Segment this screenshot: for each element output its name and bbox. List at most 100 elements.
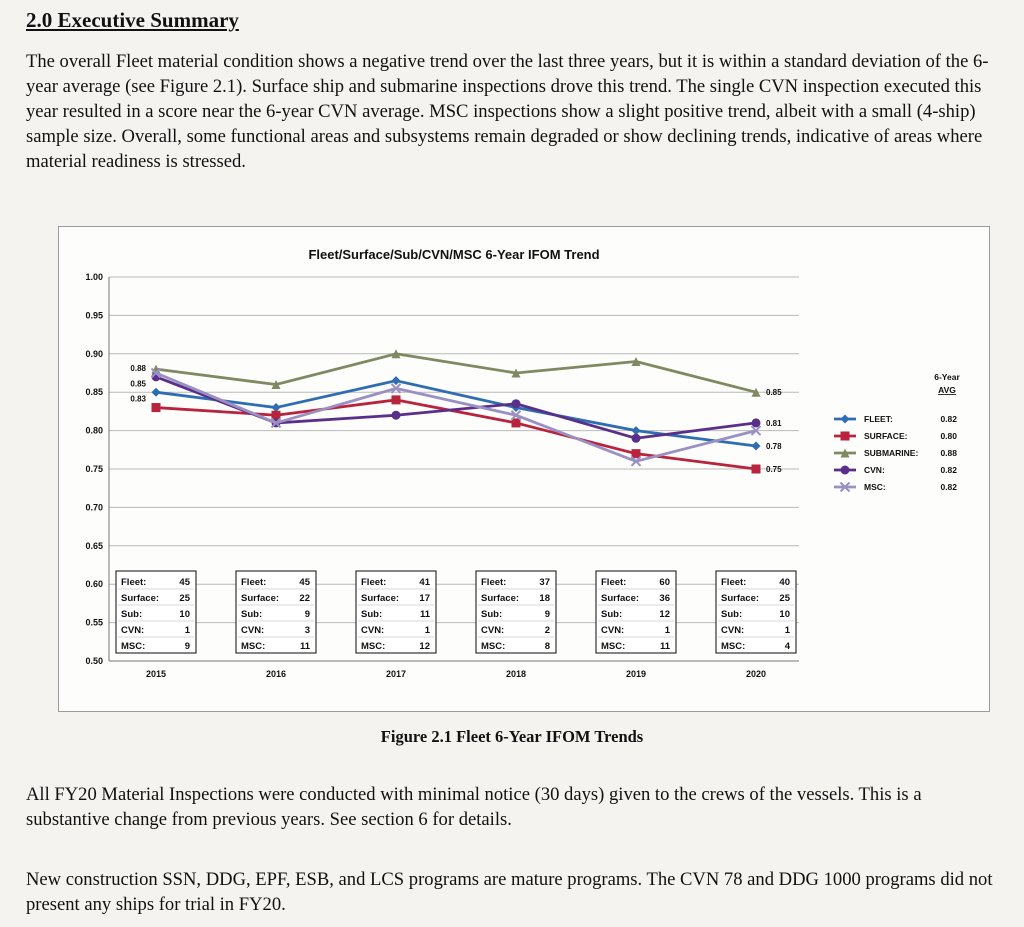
count-value: 1 — [425, 625, 431, 636]
count-value: 1 — [665, 625, 671, 636]
legend-avg: 0.80 — [940, 431, 957, 441]
count-label: CVN: — [121, 625, 144, 636]
data-point — [390, 383, 402, 394]
inspection-count-box — [715, 570, 797, 654]
inspection-count-box — [595, 570, 677, 654]
start-data-label: 0.83 — [130, 395, 146, 404]
count-value: 10 — [179, 609, 190, 620]
end-data-label: 0.85 — [766, 388, 782, 397]
end-data-label: 0.81 — [766, 419, 782, 428]
data-point — [391, 349, 401, 359]
count-label: Sub: — [721, 609, 742, 620]
count-value: 9 — [545, 609, 550, 620]
x-tick-label: 2019 — [626, 669, 646, 679]
data-point — [750, 425, 762, 436]
legend-header: AVG — [938, 385, 956, 395]
data-point — [840, 465, 850, 475]
legend-label: FLEET: — [864, 414, 893, 424]
legend-avg: 0.82 — [940, 482, 957, 492]
count-label: MSC: — [721, 641, 745, 652]
data-point — [840, 414, 850, 424]
x-tick-label: 2018 — [506, 669, 526, 679]
count-label: Sub: — [241, 609, 262, 620]
data-point — [511, 368, 521, 378]
count-label: Fleet: — [121, 577, 146, 588]
legend-label: CVN: — [864, 465, 885, 475]
count-value: 45 — [299, 577, 310, 588]
count-value: 25 — [779, 593, 790, 604]
data-point — [630, 456, 642, 467]
count-label: MSC: — [361, 641, 385, 652]
legend-label: SUBMARINE: — [864, 448, 918, 458]
figure-caption: Figure 2.1 Fleet 6-Year IFOM Trends — [380, 727, 644, 746]
count-label: Surface: — [721, 593, 759, 604]
count-value: 10 — [779, 609, 790, 620]
count-label: Sub: — [601, 609, 622, 620]
count-value: 18 — [539, 593, 550, 604]
figure-2-1: Fleet/Surface/Sub/CVN/MSC 6-Year IFOM Tr… — [58, 226, 990, 712]
data-point — [631, 356, 641, 366]
data-point — [751, 464, 761, 474]
data-point — [840, 431, 850, 441]
inspection-notice-paragraph: All FY20 Material Inspections were condu… — [26, 784, 922, 830]
count-label: CVN: — [361, 625, 384, 636]
count-label: Fleet: — [721, 577, 746, 588]
legend-avg: 0.82 — [940, 465, 957, 475]
count-label: Surface: — [121, 593, 159, 604]
series-line — [155, 375, 757, 440]
count-value: 1 — [185, 625, 191, 636]
data-point — [271, 403, 281, 413]
ifom-trend-chart: Fleet/Surface/Sub/CVN/MSC 6-Year IFOM Tr… — [85, 247, 960, 679]
y-tick-label: 0.95 — [85, 310, 103, 320]
count-value: 8 — [545, 641, 550, 652]
count-label: Surface: — [241, 593, 279, 604]
count-label: Fleet: — [481, 577, 506, 588]
count-label: Surface: — [361, 593, 399, 604]
x-tick-label: 2016 — [266, 669, 286, 679]
inspection-count-box — [235, 570, 317, 654]
end-data-label: 0.78 — [766, 442, 782, 451]
count-value: 40 — [779, 577, 790, 588]
data-point — [271, 410, 281, 420]
count-label: Sub: — [481, 609, 502, 620]
data-point — [751, 418, 761, 428]
count-value: 17 — [419, 593, 430, 604]
count-label: Sub: — [361, 609, 382, 620]
x-tick-label: 2017 — [386, 669, 406, 679]
start-data-label: 0.88 — [130, 364, 146, 373]
count-label: Surface: — [481, 593, 519, 604]
count-label: CVN: — [481, 625, 504, 636]
x-tick-label: 2015 — [146, 669, 166, 679]
count-label: MSC: — [601, 641, 625, 652]
y-tick-label: 0.75 — [85, 464, 103, 474]
data-point — [751, 387, 761, 397]
y-tick-label: 0.90 — [85, 349, 103, 359]
count-value: 22 — [299, 593, 310, 604]
count-value: 11 — [300, 641, 311, 652]
count-value: 3 — [305, 625, 310, 636]
data-point — [150, 367, 162, 379]
new-construction-paragraph: New construction SSN, DDG, EPF, ESB, and… — [26, 869, 993, 915]
y-tick-label: 0.70 — [85, 502, 103, 512]
count-label: Fleet: — [601, 577, 626, 588]
data-point — [391, 395, 401, 405]
count-value: 11 — [660, 641, 671, 652]
count-label: CVN: — [241, 625, 264, 636]
inspection-count-box — [475, 570, 557, 654]
y-tick-label: 0.55 — [85, 618, 103, 628]
legend-label: SURFACE: — [864, 431, 908, 441]
data-point — [511, 399, 521, 409]
data-point — [751, 441, 761, 451]
count-label: Sub: — [121, 609, 142, 620]
legend-label: MSC: — [864, 482, 886, 492]
summary-paragraph: The overall Fleet material condition sho… — [26, 51, 989, 172]
data-point — [270, 417, 282, 429]
count-label: Surface: — [601, 593, 639, 604]
legend-avg: 0.82 — [940, 414, 957, 424]
y-tick-label: 0.60 — [85, 579, 103, 589]
count-value: 11 — [420, 609, 431, 620]
inspection-count-box — [355, 570, 437, 654]
count-label: CVN: — [601, 625, 624, 636]
data-point — [840, 448, 850, 458]
legend-avg: 0.88 — [940, 448, 957, 458]
